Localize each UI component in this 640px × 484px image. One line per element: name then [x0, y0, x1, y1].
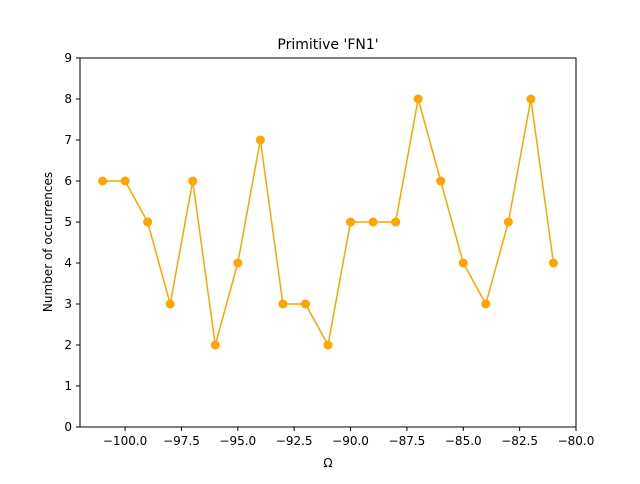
- data-point: [165, 299, 175, 309]
- y-tick-label: 9: [64, 51, 72, 65]
- y-axis-ticks: 0 1 2 3 4 5 6 7 8 9: [64, 51, 80, 434]
- x-axis-label: Ω: [323, 456, 332, 470]
- data-point: [368, 217, 378, 227]
- data-point: [98, 176, 108, 186]
- data-point: [503, 217, 513, 227]
- data-point: [526, 94, 536, 104]
- data-point: [481, 299, 491, 309]
- data-point: [346, 217, 356, 227]
- data-point: [210, 340, 220, 350]
- x-tick-label: −87.5: [389, 434, 426, 448]
- series-markers: [98, 94, 558, 350]
- y-tick-label: 5: [64, 215, 72, 229]
- y-tick-label: 7: [64, 133, 72, 147]
- data-point: [413, 94, 423, 104]
- y-tick-label: 1: [64, 379, 72, 393]
- y-axis-label: Number of occurrences: [41, 172, 55, 312]
- data-point: [458, 258, 468, 268]
- data-point: [300, 299, 310, 309]
- data-point: [255, 135, 265, 145]
- x-tick-label: −82.5: [501, 434, 538, 448]
- data-point: [436, 176, 446, 186]
- x-tick-label: −80.0: [558, 434, 595, 448]
- y-tick-label: 4: [64, 256, 72, 270]
- data-point: [120, 176, 130, 186]
- y-tick-label: 0: [64, 420, 72, 434]
- data-point: [323, 340, 333, 350]
- data-point: [143, 217, 153, 227]
- data-point: [188, 176, 198, 186]
- x-tick-label: −90.0: [332, 434, 369, 448]
- x-tick-label: −95.0: [219, 434, 256, 448]
- y-tick-label: 3: [64, 297, 72, 311]
- x-tick-label: −97.5: [163, 434, 200, 448]
- y-tick-label: 2: [64, 338, 72, 352]
- data-point: [391, 217, 401, 227]
- chart-title: Primitive 'FN1': [277, 37, 378, 53]
- y-tick-label: 8: [64, 92, 72, 106]
- data-point: [233, 258, 243, 268]
- data-point: [278, 299, 288, 309]
- x-tick-label: −85.0: [445, 434, 482, 448]
- x-axis-ticks: −100.0 −97.5 −95.0 −92.5 −90.0 −87.5 −85.0 −82.…: [103, 427, 595, 448]
- x-tick-label: −100.0: [103, 434, 147, 448]
- y-tick-label: 6: [64, 174, 72, 188]
- x-tick-label: −92.5: [276, 434, 313, 448]
- plot-frame: [79, 57, 577, 428]
- data-point: [548, 258, 558, 268]
